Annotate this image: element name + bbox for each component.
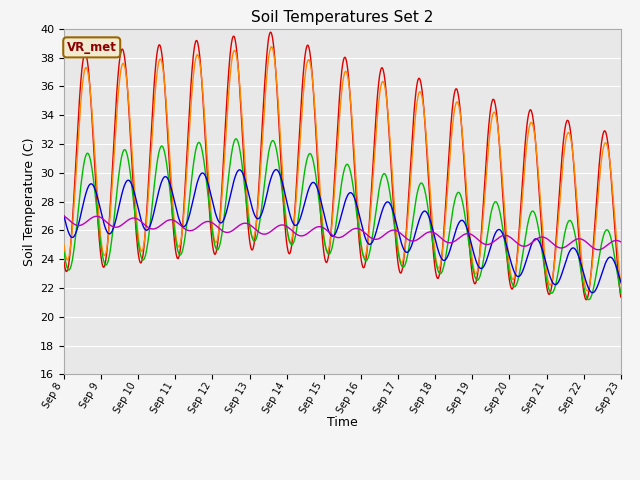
Tsoil -16cm: [60, 213, 68, 219]
Tsoil -16cm: [589, 290, 596, 296]
Line: Tsoil -2cm: Tsoil -2cm: [64, 32, 621, 300]
Tsoil -32cm: [551, 242, 559, 248]
Title: Soil Temperatures Set 2: Soil Temperatures Set 2: [252, 10, 433, 25]
Tsoil -4cm: [268, 44, 275, 49]
Tsoil -8cm: [232, 136, 240, 142]
Tsoil -32cm: [502, 232, 509, 238]
Tsoil -32cm: [60, 213, 68, 219]
Tsoil -4cm: [246, 225, 254, 230]
X-axis label: Time: Time: [327, 417, 358, 430]
Tsoil -8cm: [502, 248, 509, 253]
Tsoil -2cm: [502, 240, 509, 246]
Tsoil -8cm: [170, 227, 178, 232]
Tsoil -8cm: [585, 297, 593, 302]
Tsoil -2cm: [60, 259, 68, 265]
Tsoil -2cm: [582, 297, 590, 302]
Tsoil -2cm: [246, 241, 254, 247]
Tsoil -16cm: [184, 217, 191, 223]
Tsoil -2cm: [267, 29, 275, 35]
Line: Tsoil -8cm: Tsoil -8cm: [64, 139, 621, 300]
Tsoil -8cm: [184, 212, 191, 217]
Tsoil -32cm: [246, 222, 254, 228]
Tsoil -2cm: [429, 247, 437, 252]
Tsoil -16cm: [272, 167, 280, 172]
Tsoil -32cm: [184, 228, 191, 233]
Tsoil -8cm: [551, 284, 559, 290]
Tsoil -8cm: [429, 243, 437, 249]
Tsoil -16cm: [502, 240, 509, 246]
Tsoil -16cm: [429, 228, 437, 234]
Tsoil -4cm: [617, 281, 625, 287]
Tsoil -32cm: [429, 229, 436, 235]
Line: Tsoil -4cm: Tsoil -4cm: [64, 47, 621, 291]
Tsoil -4cm: [184, 152, 191, 157]
Y-axis label: Soil Temperature (C): Soil Temperature (C): [23, 137, 36, 266]
Tsoil -2cm: [617, 294, 625, 300]
Tsoil -2cm: [184, 135, 191, 141]
Tsoil -8cm: [60, 249, 68, 255]
Tsoil -32cm: [170, 218, 178, 224]
Line: Tsoil -32cm: Tsoil -32cm: [64, 216, 621, 250]
Tsoil -32cm: [617, 239, 625, 245]
Tsoil -2cm: [170, 237, 178, 242]
Tsoil -8cm: [246, 228, 254, 234]
Tsoil -4cm: [502, 225, 509, 231]
Text: VR_met: VR_met: [67, 41, 116, 54]
Tsoil -8cm: [617, 291, 625, 297]
Tsoil -2cm: [551, 251, 559, 257]
Tsoil -4cm: [583, 288, 591, 294]
Tsoil -16cm: [170, 198, 178, 204]
Line: Tsoil -16cm: Tsoil -16cm: [64, 169, 621, 293]
Tsoil -4cm: [60, 242, 68, 248]
Tsoil -4cm: [429, 230, 437, 236]
Tsoil -16cm: [246, 197, 254, 203]
Tsoil -16cm: [617, 279, 625, 285]
Tsoil -32cm: [595, 247, 602, 252]
Tsoil -4cm: [551, 256, 559, 262]
Tsoil -4cm: [170, 218, 178, 224]
Tsoil -16cm: [551, 282, 559, 288]
